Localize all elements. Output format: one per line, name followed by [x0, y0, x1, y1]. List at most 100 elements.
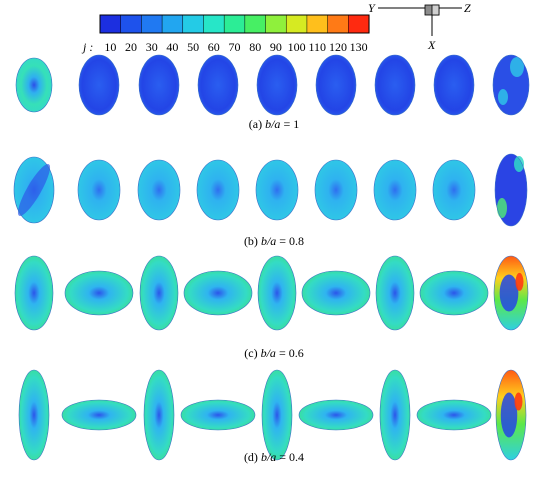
colorbar-cell: [182, 14, 205, 34]
contour-outline: [183, 270, 253, 316]
contour-core: [499, 274, 519, 312]
contour-horizontal: [298, 399, 374, 431]
contour-outline: [314, 159, 358, 221]
contour-horizontal: [64, 270, 134, 316]
contour-outline: [315, 54, 357, 116]
contour-body: [316, 55, 356, 115]
contour-vertical: [257, 255, 297, 331]
contour-vertical: [261, 369, 293, 461]
colorbar-tick-label: 50: [187, 40, 199, 54]
contour-vertical: [143, 369, 175, 461]
contour-outline: [13, 156, 55, 224]
contour-body: [256, 160, 298, 220]
colorbar-cell: [244, 14, 267, 34]
contour-outline: [301, 270, 371, 316]
contour-circle: [256, 54, 298, 116]
contour-outline: [18, 369, 50, 461]
contour-outline: [379, 369, 411, 461]
panel-rows: (a) b/a = 1 (b) b/a = 0.8 (c) b/a = 0.6 (d)…: [13, 54, 530, 464]
contour-body: [138, 160, 180, 220]
colorbar-cell: [265, 14, 287, 34]
colorbar-tick-label: 110: [308, 40, 326, 54]
row-caption: (b) b/a = 0.8: [244, 234, 304, 248]
caption-prefix: (a): [249, 117, 265, 131]
contour-ellipse: [432, 159, 476, 221]
caption-prefix: (c): [244, 346, 260, 360]
contour-horizontal: [416, 399, 492, 431]
contour-vertical: [139, 255, 179, 331]
contour-vertical-back: [493, 255, 529, 331]
contour-vertical: [375, 255, 415, 331]
caption-ratio: b/a: [265, 117, 280, 131]
contour-body: [144, 370, 174, 460]
axes-orientation-icon: Y Z X: [368, 1, 471, 52]
caption-value: = 0.6: [276, 346, 304, 360]
contour-core: [500, 392, 518, 438]
contour-circle: [433, 54, 475, 116]
contour-band: [17, 164, 51, 216]
contour-horizontal: [180, 399, 256, 431]
contour-body: [197, 160, 239, 220]
row-caption: (a) b/a = 1: [249, 117, 299, 131]
contour-body: [375, 55, 415, 115]
contour-body: [184, 271, 252, 315]
contour-vertical: [18, 369, 50, 461]
contour-horizontal: [419, 270, 489, 316]
colorbar-tick-label: 70: [229, 40, 241, 54]
contour-outline: [492, 54, 530, 116]
contour-horizontal: [301, 270, 371, 316]
contour-ellipse: [77, 159, 121, 221]
colorbar-cell: [306, 14, 329, 34]
caption-prefix: (d): [244, 450, 261, 464]
contour-outline: [416, 399, 492, 431]
contour-circle: [315, 54, 357, 116]
colorbar-tick-label: 80: [249, 40, 261, 54]
contour-body: [374, 160, 416, 220]
contour-vertical: [14, 255, 54, 331]
colorbar-cell: [285, 14, 308, 34]
contour-outline: [14, 255, 54, 331]
contour-body: [19, 370, 49, 460]
contour-outline: [261, 369, 293, 461]
colorbar-cell: [120, 14, 142, 34]
panel-row: (d) b/a = 0.4: [18, 369, 527, 464]
colorbar-cell: [99, 14, 122, 34]
contour-outline: [255, 159, 299, 221]
contour-outline: [373, 159, 417, 221]
contour-outline: [143, 369, 175, 461]
contour-body: [417, 400, 491, 430]
caption-ratio: b/a: [261, 234, 276, 248]
caption-value: = 0.4: [276, 450, 304, 464]
contour-outline: [495, 369, 527, 461]
contour-body: [420, 271, 488, 315]
contour-circle-front: [15, 57, 53, 113]
panel-row: (c) b/a = 0.6: [14, 255, 529, 360]
colorbar-tick-label: 60: [208, 40, 220, 54]
contour-ellipse: [137, 159, 181, 221]
contour-outline: [180, 399, 256, 431]
contour-outline: [419, 270, 489, 316]
contour-ellipse: [255, 159, 299, 221]
contour-body: [258, 256, 296, 330]
contour-hot-spot: [514, 392, 523, 411]
contour-body: [262, 370, 292, 460]
contour-hot-spot: [498, 89, 508, 105]
colorbar-cell: [348, 14, 370, 34]
panel-row: (b) b/a = 0.8: [13, 153, 528, 248]
contour-body: [181, 400, 255, 430]
colorbar-variable-label: j :: [81, 40, 93, 54]
contour-hot-spot: [514, 156, 524, 172]
contour-body: [434, 55, 474, 115]
contour-outline: [494, 153, 528, 227]
colorbar-tick-label: 90: [270, 40, 282, 54]
contour-circle: [374, 54, 416, 116]
axes-x-label: X: [427, 38, 436, 52]
contour-ellipse: [314, 159, 358, 221]
colorbar-cells: [99, 14, 370, 34]
colorbar-tick-label: 20: [125, 40, 137, 54]
contour-body: [299, 400, 373, 430]
colorbar-cell: [223, 14, 246, 34]
contour-body: [315, 160, 357, 220]
contour-circle: [197, 54, 239, 116]
colorbar-tick-labels: 10 20 30 40 50 60 70 80 90 100 110 120 130: [104, 40, 367, 54]
